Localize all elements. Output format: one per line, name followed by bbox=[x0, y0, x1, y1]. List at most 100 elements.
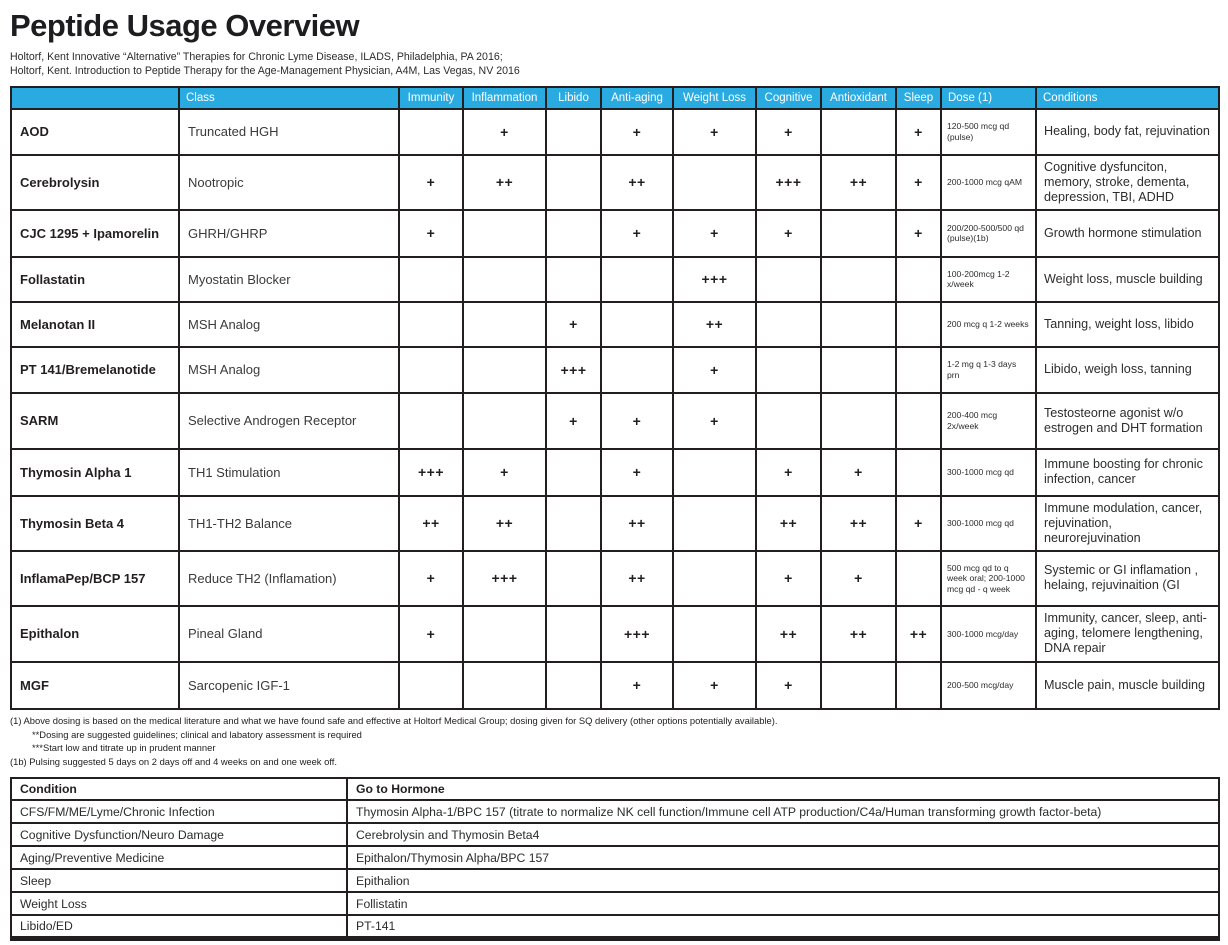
table-row: Epithalon Pineal Gland + +++ ++ ++ ++ 300-1000 … bbox=[10, 604, 1220, 663]
rating-cell bbox=[600, 255, 674, 303]
rating-cell: ++ bbox=[895, 604, 942, 663]
rating-cell bbox=[755, 345, 822, 394]
rating-cell bbox=[545, 604, 602, 663]
class-cell: Selective Androgen Receptor bbox=[178, 391, 400, 450]
rating-cell bbox=[398, 345, 464, 394]
source-line-1: Holtorf, Kent Innovative “Alternative” T… bbox=[10, 51, 503, 63]
rating-cell bbox=[545, 255, 602, 303]
column-header-sleep: Sleep bbox=[895, 85, 942, 110]
rating-cell: + bbox=[398, 604, 464, 663]
rating-cell: + bbox=[755, 208, 822, 258]
rating-cell: + bbox=[600, 660, 674, 710]
condition-row: Aging/Preventive Medicine Epithalon/Thymo… bbox=[10, 845, 1220, 871]
condition-row: Libido/ED PT-141 bbox=[10, 914, 1220, 940]
rating-cell: + bbox=[820, 447, 897, 497]
condition-header-row: Condition Go to Hormone bbox=[10, 777, 1220, 802]
conditions-cell: Systemic or GI inflamation , helaing, re… bbox=[1035, 549, 1220, 607]
hormone-cell: PT-141 bbox=[346, 914, 1220, 940]
rating-cell bbox=[820, 255, 897, 303]
rating-cell bbox=[462, 604, 547, 663]
rating-cell: + bbox=[820, 549, 897, 607]
conditions-cell: Immunity, cancer, sleep, anti-aging, tel… bbox=[1035, 604, 1220, 663]
peptide-name-cell: InflamaPep/BCP 157 bbox=[10, 549, 180, 607]
dose-cell: 200 mcg q 1-2 weeks bbox=[940, 300, 1037, 348]
condition-table-body: CFS/FM/ME/Lyme/Chronic Infection Thymosin… bbox=[10, 799, 1220, 940]
rating-cell bbox=[462, 660, 547, 710]
corner-cell bbox=[10, 85, 180, 110]
column-header-inflammation: Inflammation bbox=[462, 85, 547, 110]
footnote-line: ***Start low and titrate up in prudent m… bbox=[32, 742, 216, 754]
rating-cell bbox=[545, 208, 602, 258]
rating-cell: ++ bbox=[755, 494, 822, 552]
peptide-table-body: AOD Truncated HGH + + + + +120-500 mcg qd (pul… bbox=[10, 107, 1220, 710]
page-title: Peptide Usage Overview bbox=[10, 8, 360, 43]
rating-cell: + bbox=[755, 447, 822, 497]
condition-row: Sleep Epithalion bbox=[10, 868, 1220, 894]
rating-cell: ++ bbox=[398, 494, 464, 552]
rating-cell: + bbox=[672, 208, 757, 258]
rating-cell bbox=[545, 447, 602, 497]
conditions-cell: Healing, body fat, rejuvination bbox=[1035, 107, 1220, 156]
condition-cell: Aging/Preventive Medicine bbox=[10, 845, 348, 871]
rating-cell: ++ bbox=[600, 549, 674, 607]
rating-cell bbox=[820, 345, 897, 394]
rating-cell: + bbox=[600, 391, 674, 450]
rating-cell: + bbox=[755, 660, 822, 710]
source-citations: Holtorf, Kent Innovative “Alternative” T… bbox=[10, 51, 1218, 79]
rating-cell: + bbox=[672, 107, 757, 156]
condition-column-header: Condition bbox=[10, 777, 348, 802]
rating-cell: + bbox=[462, 107, 547, 156]
rating-cell bbox=[820, 208, 897, 258]
condition-cell: Weight Loss bbox=[10, 891, 348, 917]
rating-cell bbox=[600, 300, 674, 348]
rating-cell bbox=[545, 660, 602, 710]
rating-cell: +++ bbox=[545, 345, 602, 394]
column-header-conditions: Conditions bbox=[1035, 85, 1220, 110]
rating-cell bbox=[895, 300, 942, 348]
rating-cell: ++ bbox=[755, 604, 822, 663]
dose-cell: 200-400 mcg 2x/week bbox=[940, 391, 1037, 450]
rating-cell bbox=[545, 494, 602, 552]
footnote-line: (1) Above dosing is based on the medical… bbox=[10, 714, 778, 726]
rating-cell: +++ bbox=[462, 549, 547, 607]
conditions-cell: Tanning, weight loss, libido bbox=[1035, 300, 1220, 348]
table-row: Thymosin Beta 4 TH1-TH2 Balance ++ ++ ++ ++ ++… bbox=[10, 494, 1220, 552]
rating-cell: + bbox=[462, 447, 547, 497]
rating-cell: ++ bbox=[820, 153, 897, 211]
rating-cell bbox=[820, 391, 897, 450]
rating-cell bbox=[895, 447, 942, 497]
column-header-immunity: Immunity bbox=[398, 85, 464, 110]
rating-cell bbox=[672, 494, 757, 552]
class-cell: Myostatin Blocker bbox=[178, 255, 400, 303]
conditions-cell: Growth hormone stimulation bbox=[1035, 208, 1220, 258]
peptide-name-cell: Thymosin Alpha 1 bbox=[10, 447, 180, 497]
rating-cell bbox=[755, 255, 822, 303]
conditions-cell: Immune modulation, cancer, rejuvination,… bbox=[1035, 494, 1220, 552]
peptide-name-cell: MGF bbox=[10, 660, 180, 710]
rating-cell: + bbox=[895, 494, 942, 552]
rating-cell bbox=[462, 300, 547, 348]
peptide-name-cell: SARM bbox=[10, 391, 180, 450]
rating-cell bbox=[462, 391, 547, 450]
rating-cell: +++ bbox=[755, 153, 822, 211]
peptide-name-cell: PT 141/Bremelanotide bbox=[10, 345, 180, 394]
rating-cell bbox=[895, 255, 942, 303]
rating-cell: ++ bbox=[462, 153, 547, 211]
rating-cell: + bbox=[672, 345, 757, 394]
peptide-name-cell: Thymosin Beta 4 bbox=[10, 494, 180, 552]
class-cell: GHRH/GHRP bbox=[178, 208, 400, 258]
condition-cell: Cognitive Dysfunction/Neuro Damage bbox=[10, 822, 348, 848]
rating-cell: + bbox=[600, 447, 674, 497]
condition-row: CFS/FM/ME/Lyme/Chronic Infection Thymosin… bbox=[10, 799, 1220, 825]
rating-cell: +++ bbox=[398, 447, 464, 497]
rating-cell bbox=[398, 255, 464, 303]
rating-cell bbox=[672, 447, 757, 497]
dose-cell: 200-500 mcg/day bbox=[940, 660, 1037, 710]
dose-cell: 300-1000 mcg/day bbox=[940, 604, 1037, 663]
rating-cell: + bbox=[895, 153, 942, 211]
class-cell: Pineal Gland bbox=[178, 604, 400, 663]
rating-cell bbox=[672, 153, 757, 211]
hormone-cell: Epithalion bbox=[346, 868, 1220, 894]
rating-cell: + bbox=[895, 208, 942, 258]
hormone-cell: Cerebrolysin and Thymosin Beta4 bbox=[346, 822, 1220, 848]
